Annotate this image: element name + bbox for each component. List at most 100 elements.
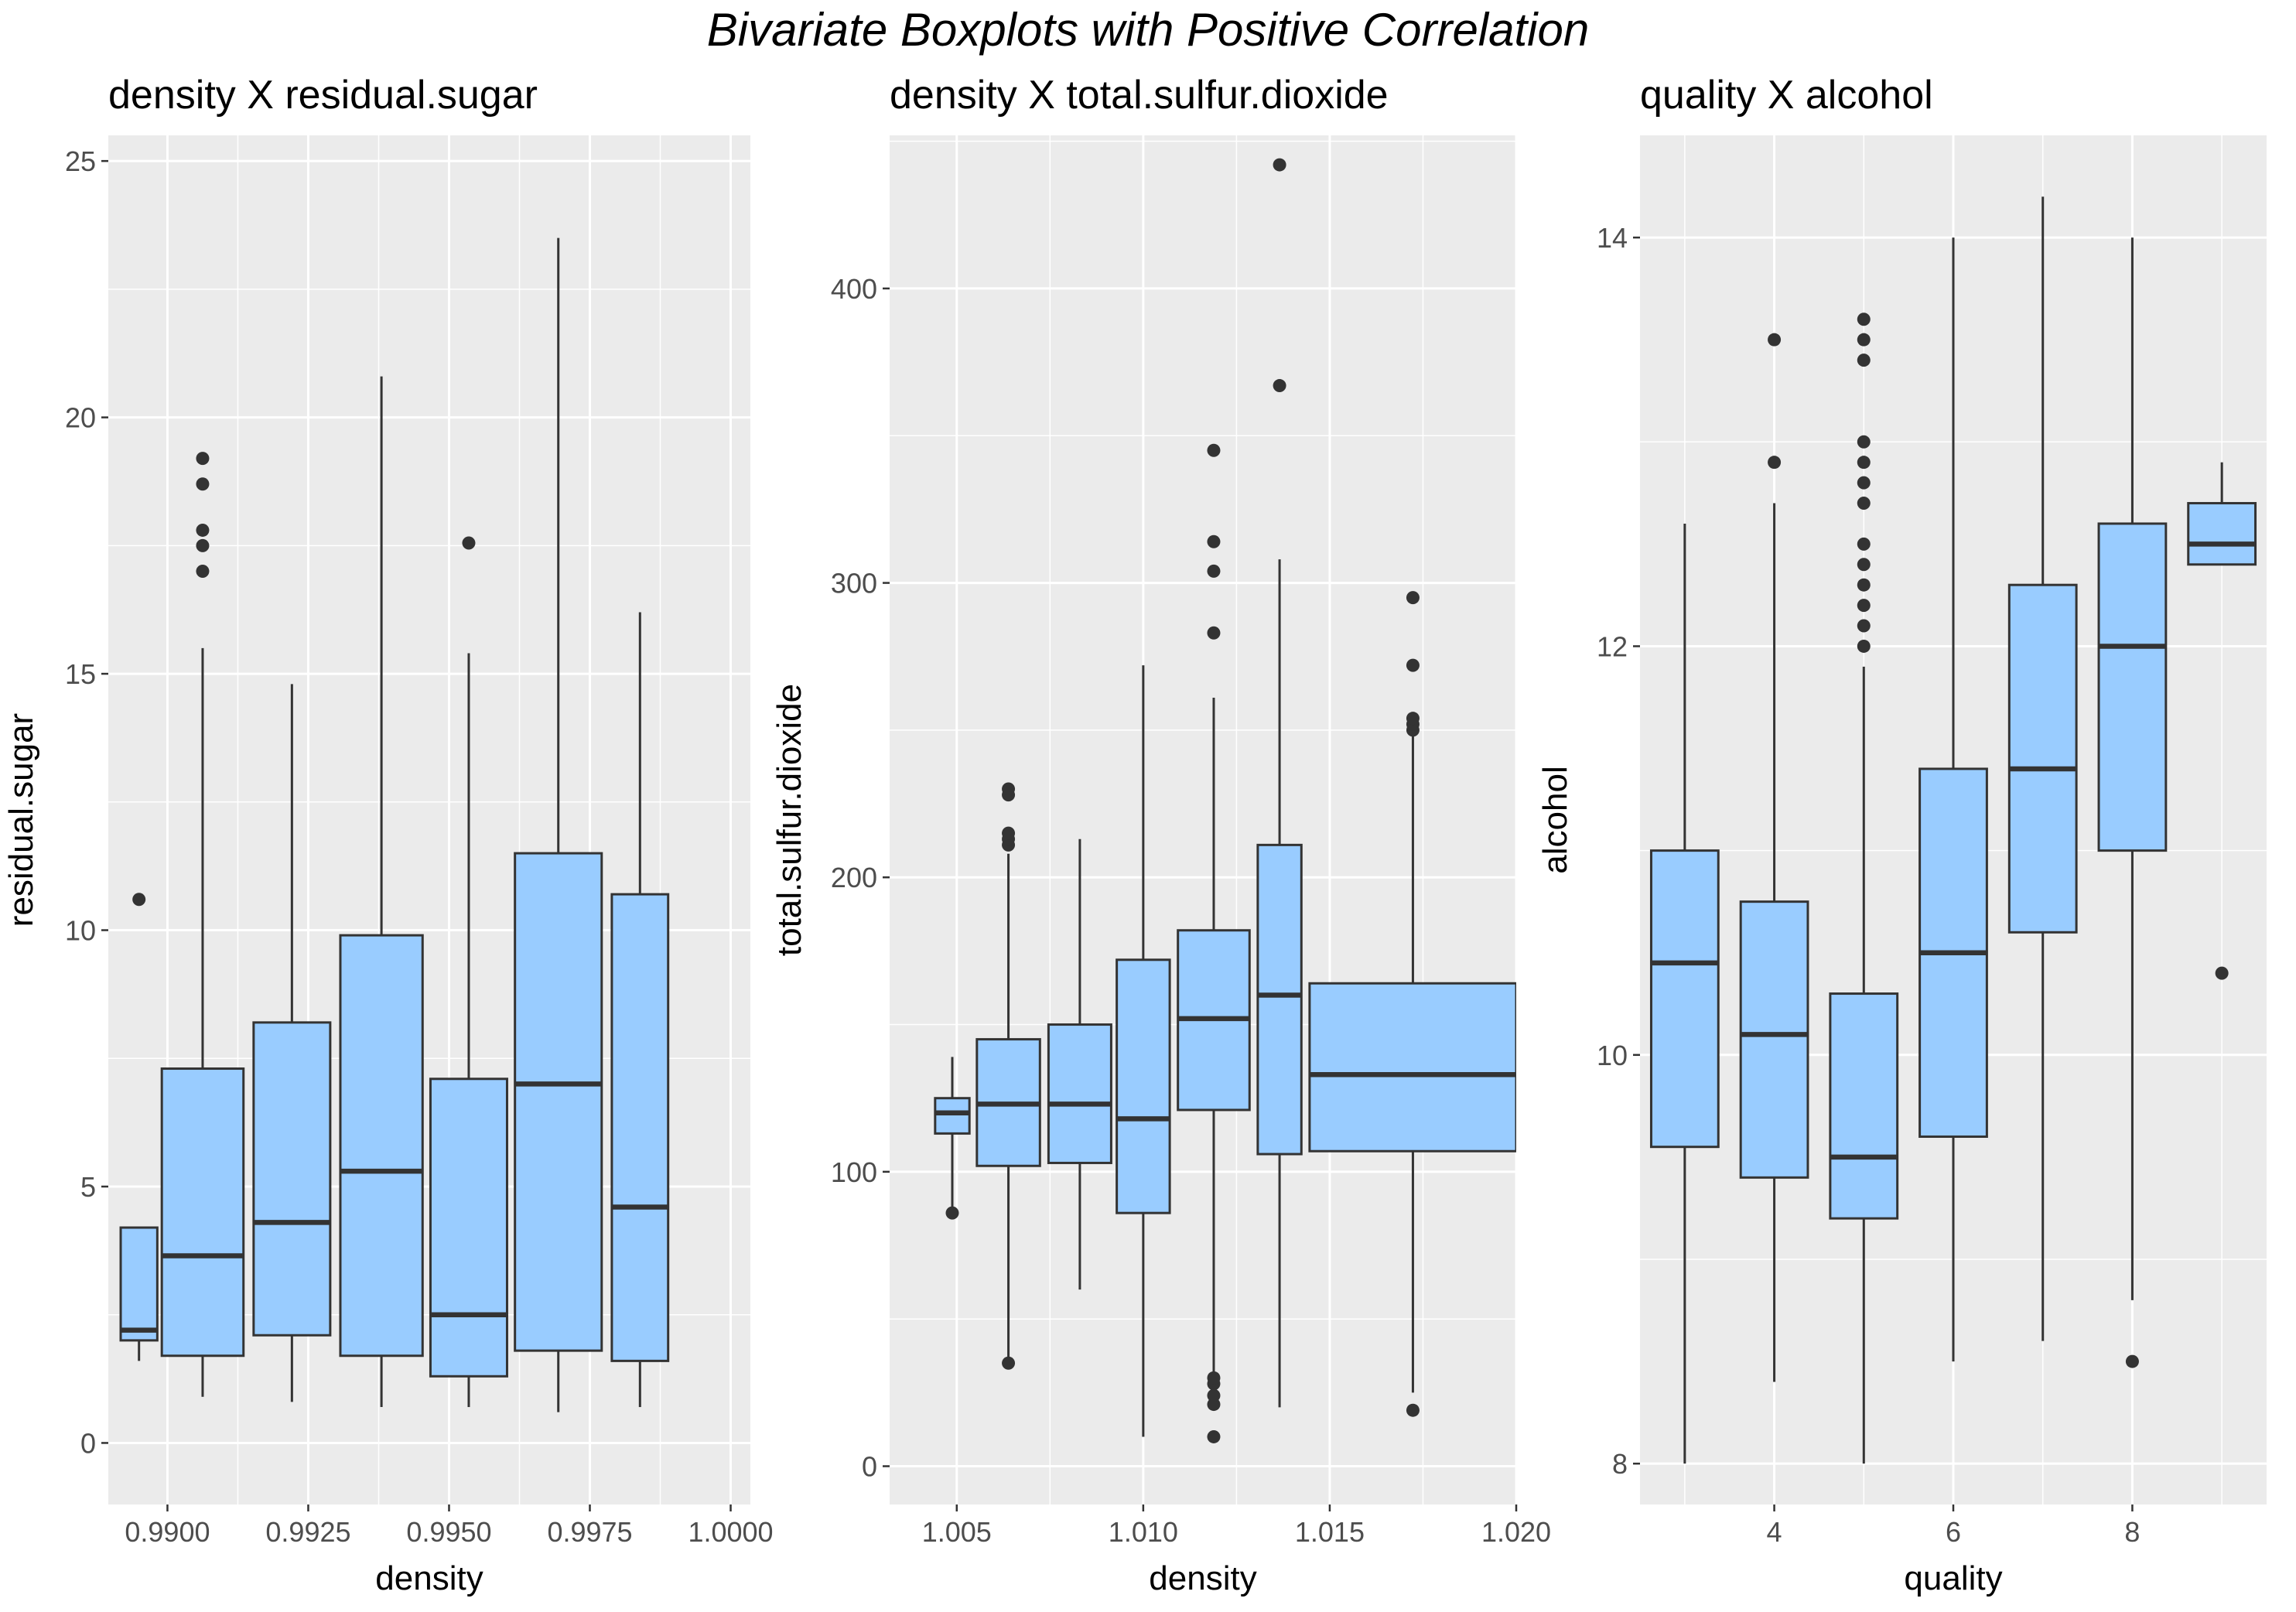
- box-iqr: [610, 893, 670, 1362]
- y-tick-label: 300: [831, 568, 877, 599]
- y-tick-label: 200: [831, 862, 877, 893]
- x-axis-title: quality: [1904, 1559, 2002, 1597]
- outlier-point: [462, 536, 476, 550]
- y-tick-label: 20: [65, 402, 96, 434]
- x-tick-label: 4: [1767, 1516, 1782, 1548]
- y-tick-label: 15: [65, 658, 96, 690]
- box-7: [610, 612, 670, 1408]
- outlier-point: [1857, 599, 1871, 613]
- outlier-point: [196, 477, 210, 491]
- box-iqr: [2097, 522, 2168, 852]
- box-iqr: [429, 1078, 508, 1378]
- x-tick-label: 1.020: [1481, 1516, 1551, 1548]
- x-tick-label: 1.005: [922, 1516, 992, 1548]
- box-5: [429, 536, 508, 1408]
- outlier-point: [1207, 626, 1221, 640]
- x-axis-title: density: [375, 1559, 483, 1597]
- outlier-point: [1768, 456, 1782, 470]
- box-5: [2007, 196, 2078, 1341]
- outlier-point: [1207, 1371, 1221, 1385]
- x-tick-label: 1.010: [1109, 1516, 1178, 1548]
- outlier-point: [1207, 1388, 1221, 1402]
- y-tick-label: 14: [1597, 222, 1628, 254]
- outlier-point: [196, 564, 210, 578]
- panel-title: quality X alcohol: [1640, 73, 1933, 118]
- box-iqr: [1308, 982, 1516, 1153]
- outlier-point: [1207, 534, 1221, 548]
- outlier-point: [1207, 1429, 1221, 1443]
- x-tick-label: 6: [1946, 1516, 1961, 1548]
- box-4: [1116, 665, 1171, 1437]
- box-iqr: [252, 1021, 332, 1337]
- box-6: [2097, 237, 2168, 1368]
- box-iqr: [160, 1067, 245, 1358]
- y-axis-title: total.sulfur.dioxide: [770, 684, 808, 956]
- outlier-point: [1857, 476, 1871, 490]
- box-6: [1256, 158, 1303, 1408]
- box-iqr: [1116, 958, 1171, 1214]
- panel-1: 0 5 10 15 20 25 0.9900 0.9925 0.9950 0.9975 1.0000…: [2, 73, 774, 1597]
- x-tick-label: 0.9950: [406, 1516, 491, 1548]
- outlier-point: [1857, 497, 1871, 511]
- box-iqr: [339, 934, 424, 1358]
- y-tick-label: 12: [1597, 630, 1628, 662]
- panel-title: density X residual.sugar: [108, 73, 538, 118]
- y-tick-label: 0: [862, 1451, 877, 1483]
- box-1: [1649, 523, 1720, 1464]
- panel-content: [1640, 135, 2267, 1504]
- box-2: [975, 782, 1041, 1370]
- box-1: [119, 893, 159, 1361]
- y-tick-label: 100: [831, 1156, 877, 1188]
- box-iqr: [1047, 1023, 1112, 1164]
- box-iqr: [1829, 992, 1899, 1220]
- box-7: [2187, 462, 2257, 980]
- box-iqr: [514, 852, 603, 1352]
- outlier-point: [1857, 558, 1871, 572]
- panel-background: [890, 135, 1516, 1504]
- y-tick-label: 25: [65, 145, 96, 177]
- outlier-point: [1857, 619, 1871, 633]
- box-3: [252, 684, 332, 1402]
- box-iqr: [1256, 843, 1303, 1156]
- y-tick-label: 400: [831, 273, 877, 305]
- box-iqr: [934, 1097, 971, 1135]
- outlier-point: [196, 523, 210, 537]
- outlier-point: [1857, 333, 1871, 347]
- outlier-point: [1002, 826, 1016, 840]
- y-tick-label: 5: [80, 1171, 96, 1203]
- box-iqr: [1739, 900, 1809, 1179]
- outlier-point: [1002, 782, 1016, 796]
- x-tick-label: 0.9975: [547, 1516, 632, 1548]
- outlier-point: [132, 893, 146, 907]
- outlier-point: [196, 452, 210, 466]
- y-axis-title: residual.sugar: [2, 713, 40, 927]
- panel-content: [108, 135, 750, 1504]
- box-iqr: [119, 1226, 159, 1342]
- y-tick-label: 10: [1597, 1040, 1628, 1071]
- y-tick-label: 10: [65, 915, 96, 947]
- box-iqr: [2187, 502, 2257, 566]
- outlier-point: [1857, 353, 1871, 367]
- x-tick-label: 1.015: [1295, 1516, 1365, 1548]
- box-1: [934, 1057, 971, 1220]
- x-tick-label: 0.9925: [265, 1516, 350, 1548]
- y-tick-label: 0: [80, 1427, 96, 1459]
- y-axis-title: alcohol: [1536, 766, 1574, 873]
- box-3: [1829, 312, 1899, 1464]
- figure-title: Bivariate Boxplots with Positive Correla…: [706, 4, 1590, 56]
- outlier-point: [2215, 966, 2229, 980]
- x-tick-label: 0.9900: [125, 1516, 210, 1548]
- outlier-point: [1857, 537, 1871, 551]
- outlier-point: [1857, 578, 1871, 592]
- box-2: [160, 452, 245, 1397]
- outlier-point: [1273, 379, 1286, 393]
- box-2: [1739, 333, 1809, 1382]
- outlier-point: [1857, 456, 1871, 470]
- outlier-point: [1857, 435, 1871, 449]
- outlier-point: [1002, 1356, 1016, 1370]
- outlier-point: [1406, 658, 1420, 672]
- x-tick-label: 1.0000: [688, 1516, 773, 1548]
- outlier-point: [1857, 312, 1871, 326]
- outlier-point: [196, 538, 210, 552]
- outlier-point: [1207, 564, 1221, 578]
